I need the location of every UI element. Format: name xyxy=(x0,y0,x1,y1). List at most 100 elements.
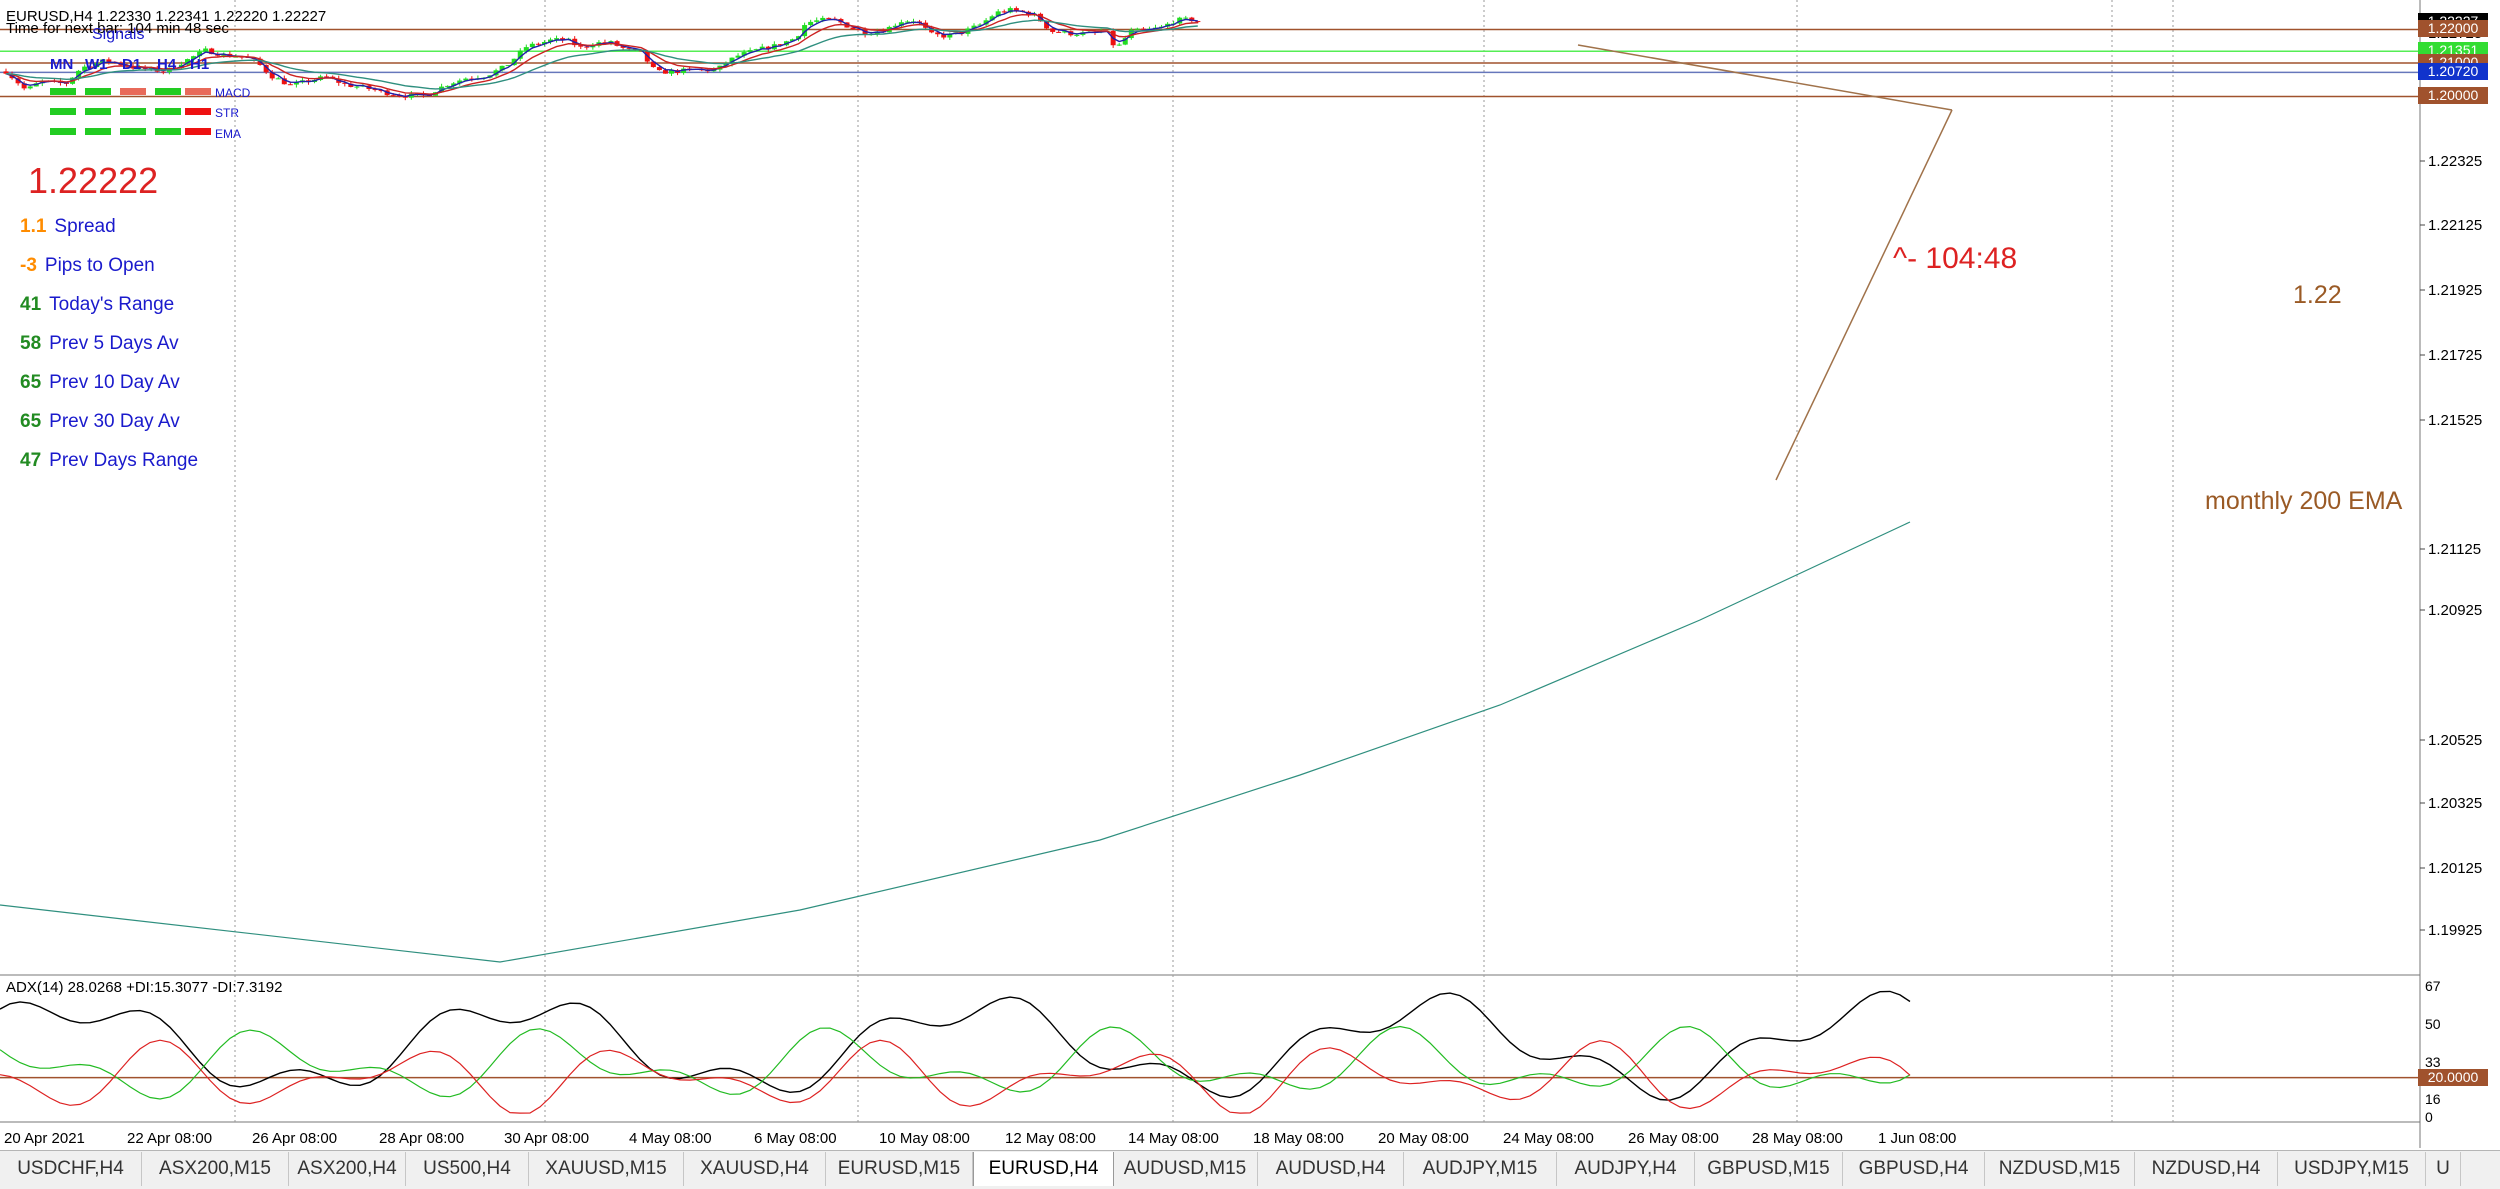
candle-body xyxy=(947,33,953,38)
candle-body xyxy=(287,84,293,86)
candle-body xyxy=(390,95,396,97)
candle-body xyxy=(777,44,783,46)
candle-body xyxy=(669,70,674,74)
stat-label: Prev Days Range xyxy=(49,450,199,471)
candle-body xyxy=(753,49,759,51)
symbol-tab-audusd-m15[interactable]: AUDUSD,M15 xyxy=(1113,1152,1258,1186)
candle-body xyxy=(269,72,275,79)
candle-body xyxy=(765,46,771,50)
candle-body xyxy=(626,47,632,49)
ema-line xyxy=(5,13,1198,95)
symbol-tab-audjpy-m15[interactable]: AUDJPY,M15 xyxy=(1404,1152,1557,1186)
symbol-tab-audjpy-h4[interactable]: AUDJPY,H4 xyxy=(1557,1152,1695,1186)
candle-body xyxy=(1183,17,1189,19)
symbol-tab-usdjpy-m15[interactable]: USDJPY,M15 xyxy=(2278,1152,2426,1186)
symbol-tab-u[interactable]: U xyxy=(2426,1152,2461,1186)
price-tick-label: 1.21125 xyxy=(2428,541,2481,558)
symbol-tab-eurusd-h4[interactable]: EURUSD,H4 xyxy=(973,1152,1114,1186)
bar-timer: Time for next bar: 104 min 48 sec xyxy=(6,20,229,37)
time-tick-label: 26 Apr 08:00 xyxy=(252,1130,337,1147)
stat-value: -3 xyxy=(20,255,37,276)
upper-trendline xyxy=(1577,44,1953,111)
symbol-tab-asx200-m15[interactable]: ASX200,M15 xyxy=(142,1152,289,1186)
time-tick-label: 18 May 08:00 xyxy=(1253,1130,1344,1147)
price-tick-label: 1.19925 xyxy=(2428,922,2482,939)
symbol-tab-audusd-h4[interactable]: AUDUSD,H4 xyxy=(1258,1152,1404,1186)
time-tick-label: 6 May 08:00 xyxy=(754,1130,837,1147)
candle-body xyxy=(293,82,299,85)
candle-body xyxy=(892,25,898,27)
candle-body xyxy=(160,71,166,73)
candle-body xyxy=(354,86,360,88)
candle-body xyxy=(378,90,384,92)
candle-body xyxy=(977,24,983,26)
candle-body xyxy=(281,78,287,85)
symbol-tab-eurusd-m15[interactable]: EURUSD,M15 xyxy=(826,1152,973,1186)
candle-body xyxy=(100,59,106,64)
candle-body xyxy=(505,65,511,67)
time-tick-label: 20 May 08:00 xyxy=(1378,1130,1469,1147)
candle-body xyxy=(185,59,190,65)
adx-tick-label: 67 xyxy=(2425,978,2441,994)
candle-body xyxy=(457,80,463,84)
candle-body xyxy=(499,65,505,71)
candle-body xyxy=(578,45,584,47)
price-tick-label: 1.22125 xyxy=(2428,217,2482,234)
symbol-tab-asx200-h4[interactable]: ASX200,H4 xyxy=(289,1152,406,1186)
candle-body xyxy=(209,48,215,55)
candle-body xyxy=(814,20,820,22)
candle-body xyxy=(396,95,402,97)
candle-body xyxy=(1116,44,1122,46)
symbol-tab-nzdusd-h4[interactable]: NZDUSD,H4 xyxy=(2135,1152,2278,1186)
signal-cell xyxy=(185,128,211,135)
candle-body xyxy=(275,78,281,80)
stat-row: 58 Prev 5 Days Av xyxy=(20,333,179,355)
signal-cell xyxy=(120,88,146,95)
minus-di-line xyxy=(0,1039,1911,1114)
symbol-tab-gbpusd-m15[interactable]: GBPUSD,M15 xyxy=(1695,1152,1843,1186)
candle-body xyxy=(790,39,795,42)
signal-cell xyxy=(120,108,146,115)
price-tag: 1.22000 xyxy=(2418,20,2488,38)
stat-label: Today's Range xyxy=(49,294,175,315)
candle-body xyxy=(935,32,941,35)
symbol-tab-xauusd-h4[interactable]: XAUUSD,H4 xyxy=(684,1152,826,1186)
symbol-tab-usdchf-h4[interactable]: USDCHF,H4 xyxy=(0,1152,142,1186)
candle-body xyxy=(620,45,626,48)
candle-body xyxy=(808,21,814,26)
stat-value: 41 xyxy=(20,294,42,315)
current-price-display: 1.22222 xyxy=(28,160,159,201)
candle-body xyxy=(1050,28,1056,32)
symbol-tab-gbpusd-h4[interactable]: GBPUSD,H4 xyxy=(1843,1152,1985,1186)
candle-body xyxy=(898,22,904,26)
symbol-tab-xauusd-m15[interactable]: XAUUSD,M15 xyxy=(529,1152,684,1186)
candle-body xyxy=(602,42,608,44)
candle-body xyxy=(511,58,517,66)
ema-200-line xyxy=(0,521,1911,963)
symbol-tab-nzdusd-m15[interactable]: NZDUSD,M15 xyxy=(1985,1152,2135,1186)
stat-row: 47 Prev Days Range xyxy=(20,450,198,472)
time-tick-label: 28 Apr 08:00 xyxy=(379,1130,464,1147)
candle-body xyxy=(729,57,735,64)
time-tick-label: 30 Apr 08:00 xyxy=(504,1130,589,1147)
tf-w1: W1 xyxy=(85,56,108,73)
symbol-tab-us500-h4[interactable]: US500,H4 xyxy=(406,1152,529,1186)
candle-body xyxy=(802,25,808,37)
candle-body xyxy=(94,63,100,68)
candle-body xyxy=(76,70,82,78)
candle-body xyxy=(27,86,33,89)
adx-tick-label: 33 xyxy=(2425,1054,2441,1070)
stat-label: Prev 5 Days Av xyxy=(49,333,179,354)
candle-body xyxy=(1189,17,1195,22)
candle-body xyxy=(372,89,378,91)
candle-body xyxy=(904,21,910,23)
price-tag: 1.20000 xyxy=(2418,87,2488,105)
stat-value: 65 xyxy=(20,372,42,393)
time-tick-label: 26 May 08:00 xyxy=(1628,1130,1719,1147)
time-tick-label: 10 May 08:00 xyxy=(879,1130,970,1147)
chart-background xyxy=(0,0,2420,1148)
symbol-tab-bar: USDCHF,H4 ASX200,M15 ASX200,H4 US500,H4 XAUU… xyxy=(0,1150,2500,1189)
time-tick-label: 20 Apr 2021 xyxy=(4,1130,85,1147)
stat-row: 1.1 Spread xyxy=(20,216,116,238)
